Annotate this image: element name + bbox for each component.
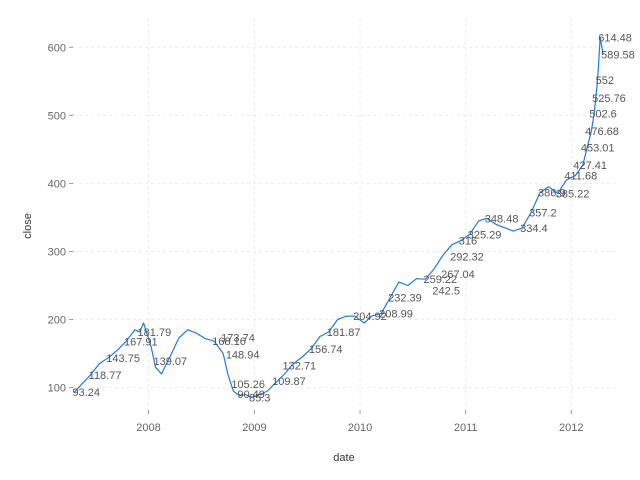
- data-label: 614.48: [598, 32, 632, 44]
- data-label: 385.22: [556, 188, 590, 200]
- y-axis-ticks: 100 200 300 400 500 600: [48, 42, 73, 395]
- data-label: 453.01: [581, 142, 615, 154]
- data-label: 476.68: [585, 126, 619, 138]
- data-label: 132.71: [283, 360, 317, 372]
- y-tick-label: 500: [48, 110, 66, 122]
- x-tick-label: 2011: [454, 422, 478, 434]
- data-label: 156.74: [309, 344, 343, 356]
- y-tick-label: 200: [48, 315, 66, 327]
- data-label: 208.99: [379, 308, 413, 320]
- data-label: 357.2: [529, 208, 557, 220]
- data-label: 148.94: [226, 349, 260, 361]
- data-label: 118.77: [89, 370, 122, 382]
- data-label: 325.29: [468, 229, 502, 241]
- data-label: 93.24: [72, 387, 100, 399]
- grid-lines: [73, 18, 615, 406]
- x-tick-label: 2008: [136, 422, 160, 434]
- data-label: 181.79: [138, 327, 172, 339]
- data-label: 167.91: [124, 336, 158, 348]
- data-label: 204.92: [353, 311, 387, 323]
- y-tick-label: 300: [48, 246, 66, 258]
- data-label: 105.26: [231, 379, 265, 391]
- data-label: 168.16: [212, 336, 246, 348]
- data-label: 334.4: [520, 223, 548, 235]
- data-label: 552: [596, 75, 614, 87]
- data-label: 348.48: [485, 213, 519, 225]
- data-label: 181.87: [327, 327, 361, 339]
- x-tick-label: 2010: [348, 422, 372, 434]
- data-label: 267.04: [441, 269, 475, 281]
- close-price-line: [73, 36, 604, 399]
- data-label: 242.5: [432, 286, 460, 298]
- y-axis-title: close: [22, 213, 34, 239]
- data-label: 85.3: [249, 393, 270, 405]
- data-label: 316: [459, 236, 477, 248]
- x-tick-label: 2012: [559, 422, 583, 434]
- data-label: 259.22: [423, 274, 457, 286]
- data-label: 139.07: [153, 356, 187, 368]
- data-label: 427.41: [573, 160, 607, 172]
- x-tick-label: 2009: [242, 422, 266, 434]
- data-label: 502.6: [589, 109, 617, 121]
- data-label: 589.58: [601, 49, 635, 61]
- data-label: 232.39: [388, 293, 422, 305]
- y-tick-label: 600: [48, 42, 66, 54]
- data-label: 525.76: [592, 93, 626, 105]
- data-label: 173.74: [221, 332, 255, 344]
- x-axis-ticks: 2008 2009 2010 2011 2012: [136, 410, 584, 434]
- y-tick-label: 400: [48, 178, 66, 190]
- data-label: 143.75: [106, 353, 140, 365]
- data-label: 386.9: [538, 187, 566, 199]
- data-label: 109.87: [272, 376, 306, 388]
- data-label: 292.32: [450, 252, 484, 264]
- y-tick-label: 100: [48, 383, 66, 395]
- x-axis-title: date: [333, 452, 354, 464]
- data-label: 90.49: [237, 389, 265, 401]
- data-label: 411.68: [564, 170, 597, 182]
